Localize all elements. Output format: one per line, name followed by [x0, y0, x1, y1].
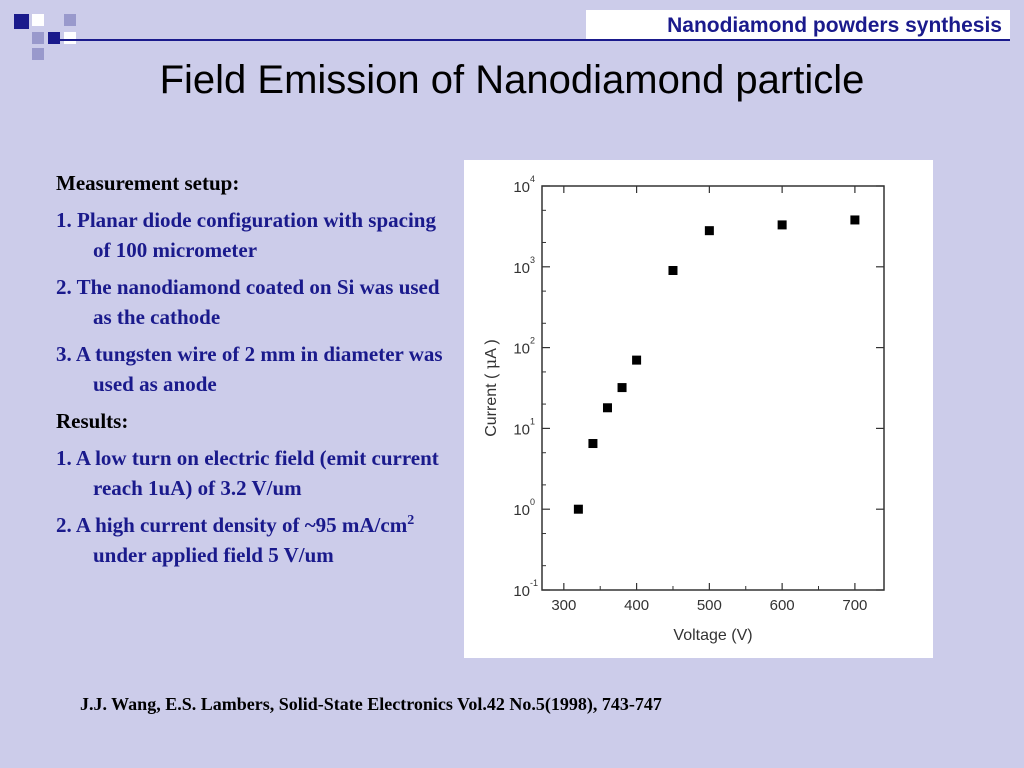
y-axis-label-main: Current ( [483, 369, 500, 437]
y-axis-label-mu: μ [481, 359, 500, 369]
data-point [850, 215, 860, 225]
y-tick-label: 10 [513, 421, 530, 438]
setup-heading: Measurement setup: [56, 171, 240, 195]
content-text: Measurement setup: 1. Planar diode confi… [56, 168, 456, 577]
data-point [668, 265, 678, 275]
y-tick-exponent: 4 [530, 174, 535, 184]
x-tick-label: 600 [770, 597, 795, 614]
x-axis-label: Voltage (V) [673, 627, 752, 644]
x-tick-label: 300 [551, 597, 576, 614]
result-item-2: 2. A high current density of ~95 mA/cm2 … [56, 510, 456, 570]
result-item-2-superscript: 2 [407, 513, 415, 528]
decor-square-light [32, 32, 44, 44]
data-point [704, 226, 714, 236]
plot-frame [541, 185, 885, 591]
result-item: 1. A low turn on electric field (emit cu… [56, 446, 439, 500]
y-axis-label-unit: A ) [483, 339, 500, 359]
data-point [573, 504, 583, 514]
slide-title: Field Emission of Nanodiamond particle [159, 58, 865, 102]
y-tick-label: 10 [513, 341, 530, 358]
y-tick-label: 10 [513, 502, 530, 519]
data-point [602, 403, 612, 413]
setup-item: 3. A tungsten wire of 2 mm in diameter w… [56, 342, 443, 396]
decor-square-white [32, 14, 44, 26]
y-tick-exponent: 3 [530, 255, 535, 265]
header-rule [60, 13, 1010, 41]
y-tick-label: 10 [513, 583, 530, 600]
y-tick-label: 10 [513, 260, 530, 277]
decor-square-light-2 [64, 14, 76, 26]
x-tick-label: 500 [697, 597, 722, 614]
setup-item: 1. Planar diode configuration with spaci… [56, 208, 436, 262]
data-point [588, 439, 598, 449]
decor-square-white-2 [64, 32, 76, 44]
result-item-2-text-end: under applied field 5 V/um [93, 543, 334, 567]
decor-square-dark-2 [48, 32, 60, 44]
y-tick-exponent: 0 [530, 497, 535, 507]
data-point [632, 355, 642, 365]
y-tick-exponent: 2 [530, 336, 535, 346]
x-tick-label: 400 [624, 597, 649, 614]
data-point [617, 383, 627, 393]
decor-square-dark [14, 14, 29, 29]
y-tick-label: 10 [513, 179, 530, 196]
chart-panel: 300 400 500 600 700 10 -1 10 0 10 1 10 2 10 3 10 4 Voltag… [464, 160, 933, 658]
y-tick-exponent: 1 [530, 416, 535, 426]
x-tick-label: 700 [842, 597, 867, 614]
result-item-2-text: 2. A high current density of ~95 mA/cm [56, 513, 408, 537]
citation: J.J. Wang, E.S. Lambers, Solid-State Ele… [80, 694, 662, 714]
y-axis-label: Current ( μA ) [481, 339, 500, 437]
header-label-box [586, 10, 1010, 41]
y-tick-exponent: -1 [530, 578, 538, 588]
results-heading: Results: [56, 409, 129, 433]
header-label: Nanodiamond powders synthesis [667, 14, 1002, 37]
data-point [777, 220, 787, 230]
setup-item: 2. The nanodiamond coated on Si was used… [56, 275, 440, 329]
decor-square-light-3 [32, 48, 44, 60]
